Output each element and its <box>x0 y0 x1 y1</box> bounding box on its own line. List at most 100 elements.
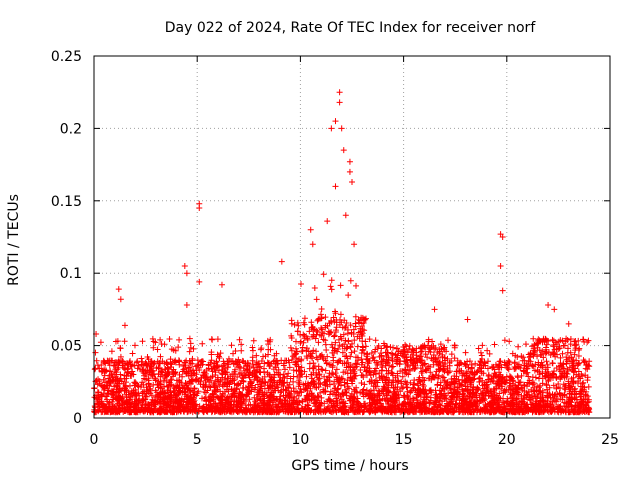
data-point <box>183 270 190 277</box>
data-point <box>354 343 361 350</box>
data-point <box>434 382 441 389</box>
data-point <box>337 311 344 318</box>
data-point <box>432 387 439 394</box>
data-point <box>361 350 368 357</box>
data-point <box>314 317 321 324</box>
data-point <box>553 384 560 391</box>
data-point <box>338 125 345 132</box>
data-point <box>176 378 183 385</box>
data-point <box>448 376 455 383</box>
data-point <box>334 359 341 366</box>
data-point <box>244 366 251 373</box>
data-point <box>496 395 503 402</box>
data-point <box>295 377 302 384</box>
data-point <box>332 310 339 317</box>
data-point <box>235 356 242 363</box>
data-point <box>389 403 396 410</box>
data-point <box>250 337 257 344</box>
data-point <box>510 408 517 415</box>
data-point <box>334 348 341 355</box>
data-point <box>243 391 250 398</box>
data-point <box>306 397 313 404</box>
data-point <box>400 348 407 355</box>
data-point <box>388 397 395 404</box>
data-point <box>530 363 537 370</box>
data-point <box>264 359 271 366</box>
data-point <box>299 397 306 404</box>
data-point <box>239 374 246 381</box>
data-point <box>91 403 98 410</box>
data-point <box>423 396 430 403</box>
data-point <box>98 382 105 389</box>
data-point <box>106 382 113 389</box>
data-point <box>371 379 378 386</box>
data-point <box>465 408 472 415</box>
data-point <box>175 344 182 351</box>
data-point <box>385 370 392 377</box>
data-point <box>288 332 295 339</box>
data-point <box>507 391 514 398</box>
data-point <box>333 374 340 381</box>
data-point <box>234 408 241 415</box>
data-point <box>515 364 522 371</box>
data-point <box>582 365 589 372</box>
data-point <box>237 380 244 387</box>
data-point <box>147 363 154 370</box>
data-point <box>396 361 403 368</box>
data-point <box>204 376 211 383</box>
data-point <box>351 386 358 393</box>
data-point <box>342 368 349 375</box>
data-point <box>268 389 275 396</box>
data-point <box>157 353 164 360</box>
data-point <box>550 337 557 344</box>
data-point <box>496 358 503 365</box>
data-point <box>328 319 335 326</box>
data-point <box>161 375 168 382</box>
data-point <box>344 377 351 384</box>
data-point <box>548 408 555 415</box>
data-point <box>385 357 392 364</box>
data-point <box>358 314 365 321</box>
data-point <box>280 360 287 367</box>
data-point <box>491 366 498 373</box>
data-point <box>119 405 126 412</box>
data-point <box>114 380 121 387</box>
data-point <box>127 395 134 401</box>
data-point <box>440 374 447 381</box>
data-point <box>208 349 215 356</box>
data-point <box>129 361 136 368</box>
data-point <box>496 369 503 376</box>
y-tick-label: 0 <box>73 411 82 427</box>
data-point <box>292 351 299 358</box>
data-point <box>208 409 215 416</box>
data-point <box>348 349 355 356</box>
data-point <box>535 336 542 343</box>
data-point <box>180 401 187 408</box>
data-point <box>544 386 551 393</box>
data-point <box>384 408 391 415</box>
data-point <box>229 371 236 378</box>
data-point <box>350 393 357 400</box>
data-point <box>221 360 228 367</box>
data-point <box>151 397 158 404</box>
data-point <box>200 409 207 416</box>
data-point <box>536 371 543 378</box>
data-point <box>569 363 576 370</box>
data-point <box>432 356 439 363</box>
data-point <box>436 358 443 365</box>
data-point <box>227 378 234 385</box>
data-point <box>342 323 349 330</box>
data-point <box>183 302 190 309</box>
data-point <box>506 338 513 345</box>
data-point <box>322 382 329 389</box>
data-point <box>108 409 115 416</box>
data-point <box>213 403 220 410</box>
data-point <box>157 408 164 415</box>
data-point <box>150 381 157 388</box>
data-point <box>385 389 392 396</box>
data-point <box>291 351 298 358</box>
data-point <box>554 408 561 415</box>
data-point <box>144 386 151 393</box>
data-point <box>170 370 177 377</box>
data-point <box>238 377 245 384</box>
